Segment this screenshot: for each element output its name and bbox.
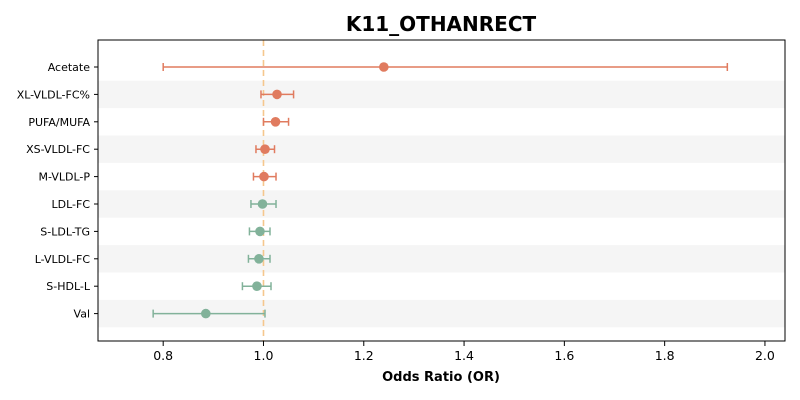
point-estimate <box>260 144 270 154</box>
point-estimate <box>270 117 281 127</box>
x-tick-label: 1.2 <box>354 348 374 363</box>
y-tick-label: XS-VLDL-FC <box>26 143 90 156</box>
point-estimate <box>379 62 389 72</box>
data-marks <box>152 62 729 319</box>
y-tick-label: S-HDL-L <box>46 280 91 293</box>
point-estimate <box>254 253 264 264</box>
point-estimate <box>252 281 262 292</box>
y-tick-label: Acetate <box>48 61 91 74</box>
x-tick-label: 1.0 <box>254 348 274 363</box>
y-axis: Acetate XL-VLDL-FC% PUFA/MUFA XS-VLDL-FC M-V… <box>17 61 98 321</box>
x-axis: 0.8 1.0 1.2 1.4 1.6 1.8 2.0 <box>153 341 775 363</box>
point-estimate <box>272 89 282 100</box>
point-estimate <box>255 226 265 237</box>
x-tick-label: 2.0 <box>755 348 775 363</box>
row-bands <box>98 80 785 328</box>
row-band <box>98 190 785 218</box>
y-tick-label: LDL-FC <box>51 198 90 211</box>
x-tick-label: 1.4 <box>454 348 474 363</box>
x-tick-label: 1.8 <box>655 348 675 363</box>
y-tick-label: M-VLDL-P <box>39 171 91 184</box>
chart-title: K11_OTHANRECT <box>346 12 537 36</box>
y-tick-label: L-VLDL-FC <box>35 253 91 266</box>
x-tick-label: 1.6 <box>554 348 574 363</box>
x-tick-label: 0.8 <box>153 348 173 363</box>
y-tick-label: S-LDL-TG <box>40 225 90 238</box>
y-tick-label: PUFA/MUFA <box>28 116 90 129</box>
y-tick-label: XL-VLDL-FC% <box>17 88 90 101</box>
plot-frame <box>97 39 786 342</box>
row-band <box>98 135 785 163</box>
point-estimate <box>201 308 211 319</box>
x-axis-label: Odds Ratio (OR) <box>382 370 500 385</box>
point-estimate <box>259 171 269 182</box>
point-estimate <box>257 199 268 209</box>
row-band <box>98 245 785 273</box>
y-tick-label: Val <box>74 308 90 321</box>
row-band <box>98 80 785 109</box>
